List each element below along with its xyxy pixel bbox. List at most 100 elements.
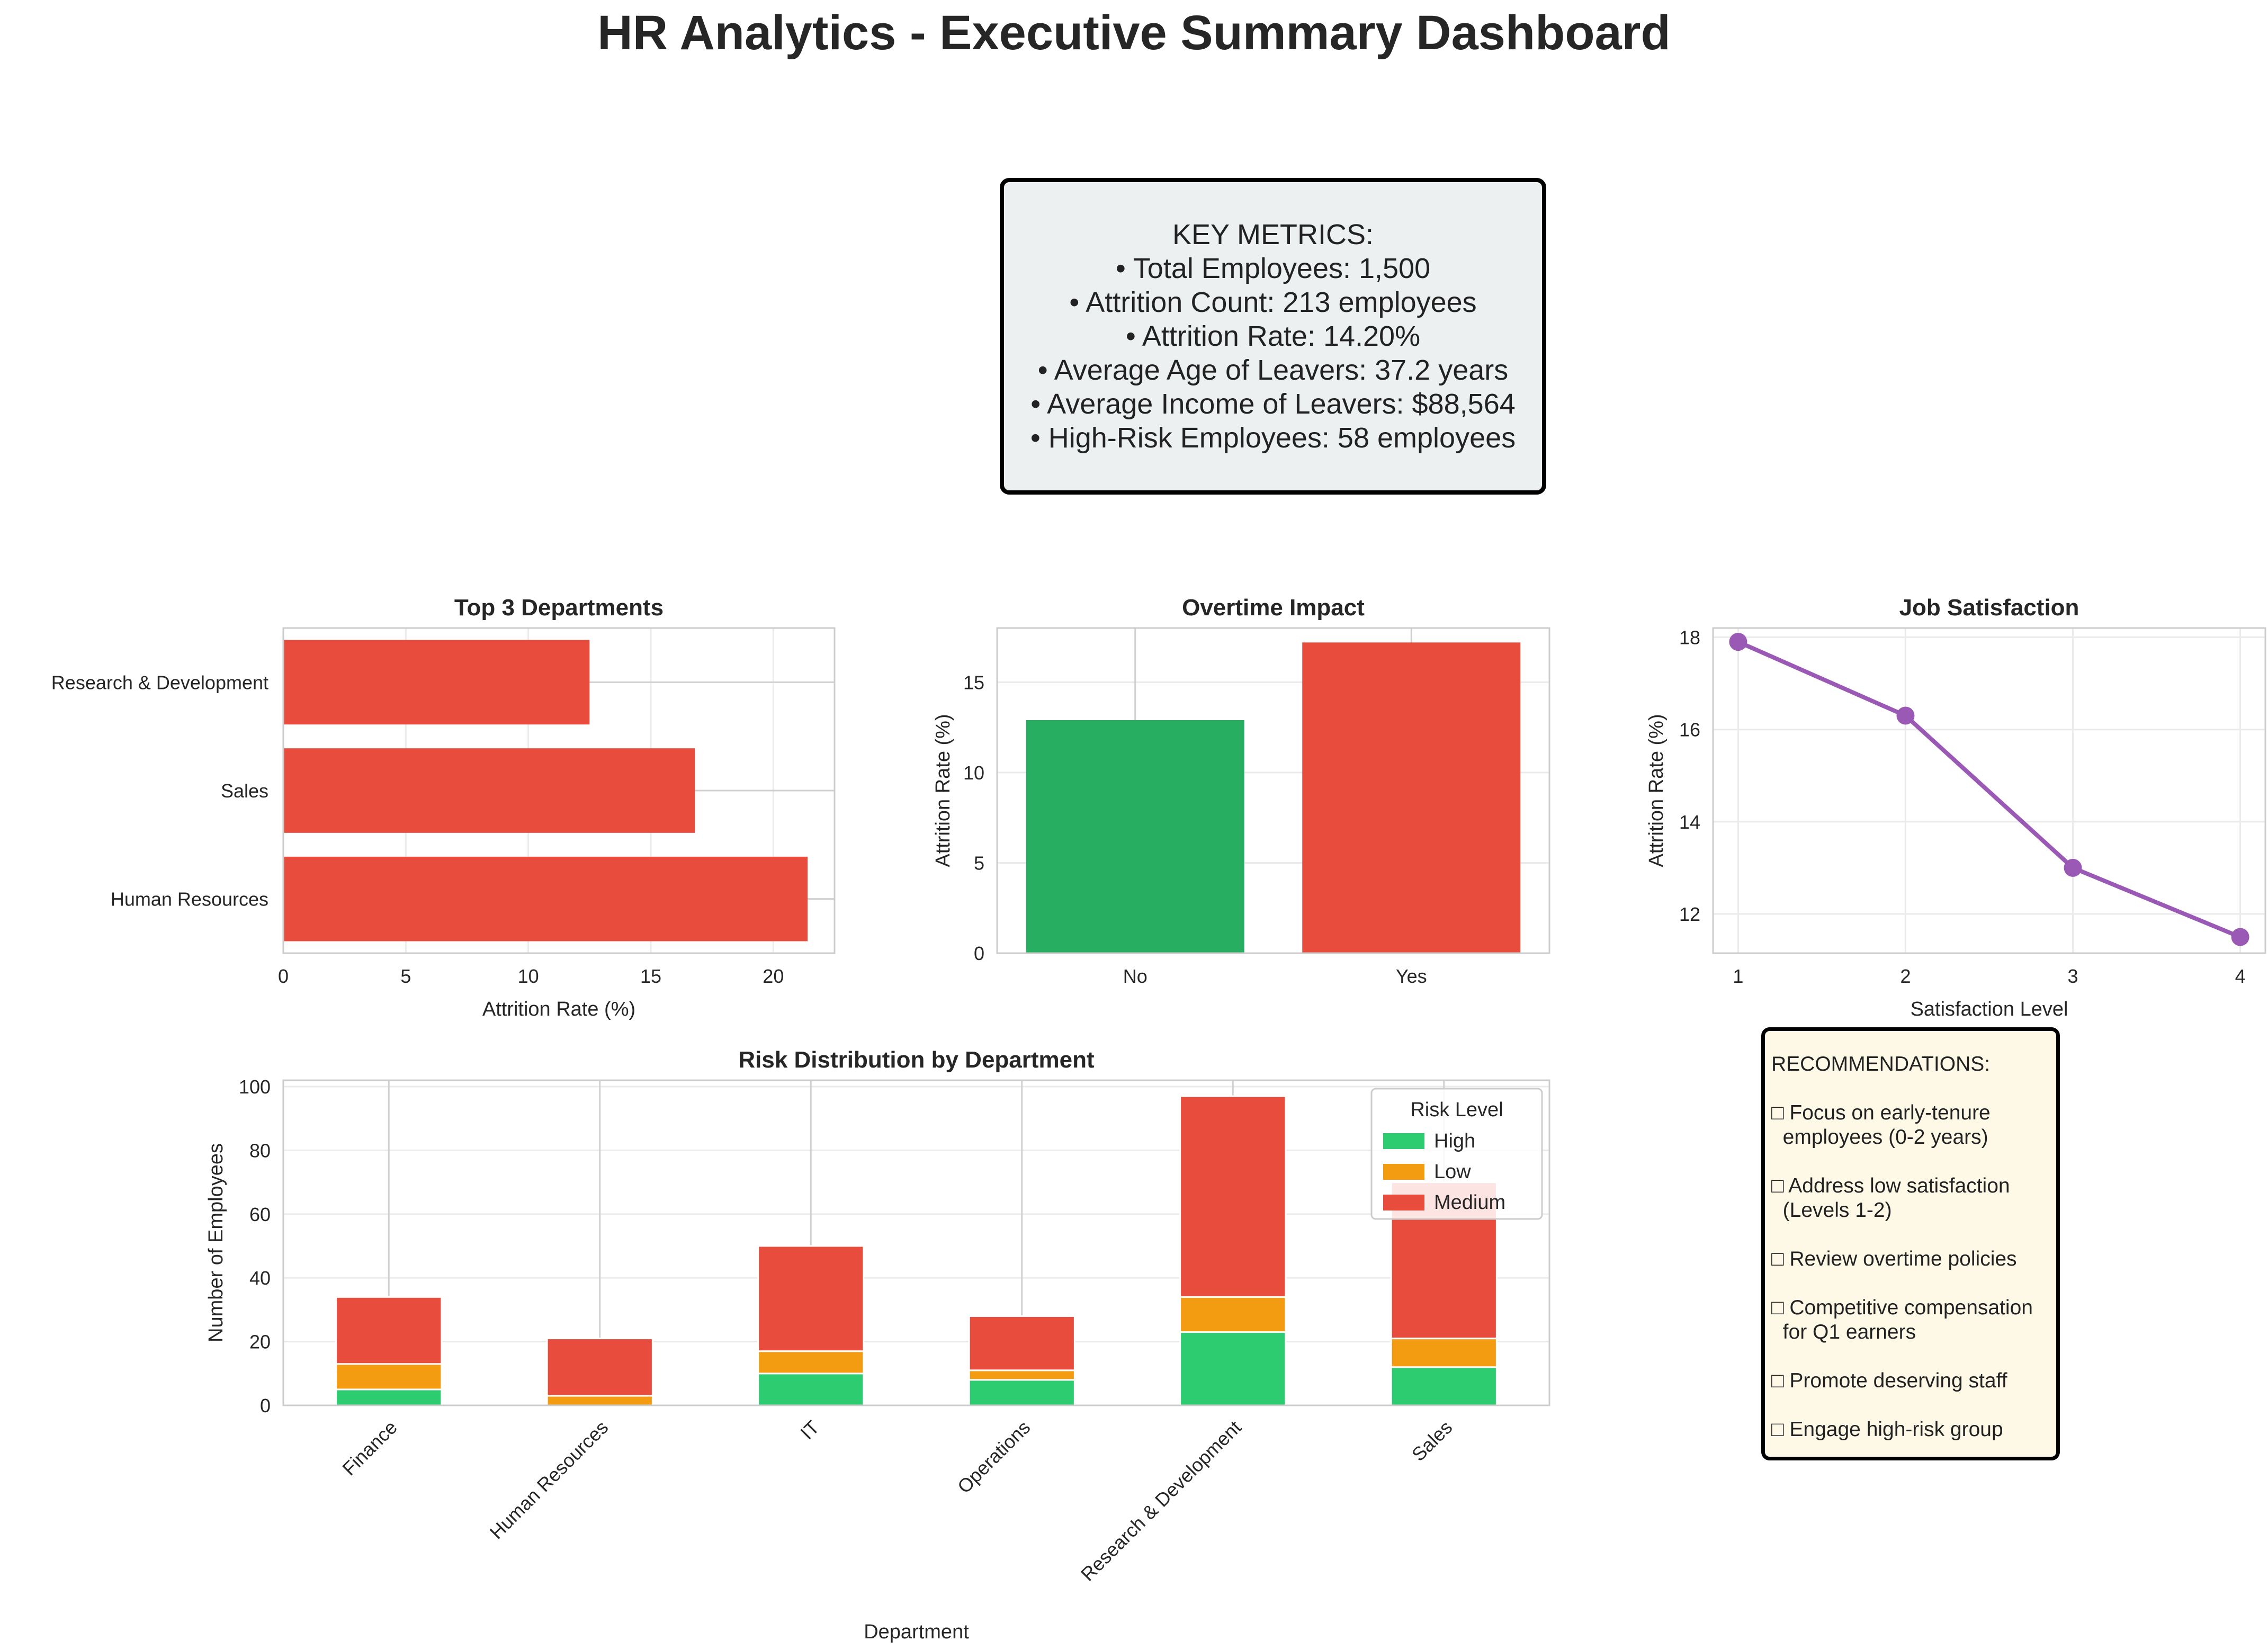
data-point [1729,633,1747,651]
metric-line: • Total Employees: 1,500 [1115,253,1431,284]
x-tick-label: Research & Development [1077,1416,1245,1585]
y-tick-label: 40 [249,1267,271,1289]
legend: Risk Level High Low Medium [1370,1088,1543,1220]
legend-swatch [1383,1164,1424,1180]
recommendations-heading: RECOMMENDATIONS: [1771,1053,1991,1075]
y-tick-label: 5 [974,852,984,874]
x-tick-label: Finance [338,1416,401,1480]
y-tick-label: 100 [239,1076,271,1098]
bar-segment [1390,1366,1498,1406]
x-tick-label: 5 [400,965,411,987]
bar-segment [968,1315,1075,1371]
legend-label: Low [1434,1161,1471,1183]
x-tick-label: 15 [640,965,661,987]
bar-segment [757,1373,865,1406]
bar-segment [335,1296,443,1365]
x-tick-label: Yes [1396,965,1427,987]
y-axis-label: Number of Employees [205,1143,227,1342]
x-tick-label: Sales [1408,1416,1457,1466]
y-tick-label: 14 [1679,811,1700,833]
recommendation-item: □ Focus on early-tenure employees (0-2 y… [1771,1101,1991,1149]
y-tick-label: 16 [1679,719,1700,741]
bar-segment [1179,1296,1287,1333]
y-tick-label: 15 [963,671,984,693]
legend-swatch [1383,1133,1424,1149]
legend-box [1370,1088,1543,1220]
bar-segment [546,1338,653,1397]
x-tick-label: 4 [2235,965,2246,987]
bar [283,748,695,833]
bar-segment [757,1245,865,1352]
metric-line: • Attrition Rate: 14.20% [1125,320,1421,352]
bar-segment [968,1369,1075,1381]
chart-title: Top 3 Departments [454,595,664,621]
y-tick-label: Human Resources [111,889,268,910]
x-tick-label: 0 [278,965,289,987]
bar-segment [546,1395,653,1406]
metric-line: • Average Age of Leavers: 37.2 years [1037,354,1509,386]
data-point [2231,928,2249,946]
series-line [1737,640,2242,939]
recommendation-item: □ Promote deserving staff [1771,1369,2007,1392]
recommendation-item: □ Competitive compensation for Q1 earner… [1771,1296,2033,1343]
chart-title: Job Satisfaction [1899,595,2079,621]
legend-title: Risk Level [1410,1099,1503,1121]
y-tick-label: 0 [260,1395,271,1416]
legend-label: High [1434,1130,1475,1152]
bar-segment [1179,1331,1287,1406]
metric-line: • Average Income of Leavers: $88,564 [1030,388,1516,420]
recommendation-item: □ Engage high-risk group [1771,1418,2003,1441]
x-tick-label: 3 [2068,965,2078,987]
y-axis-label: Attrition Rate (%) [932,714,954,867]
y-tick-label: 10 [963,762,984,784]
x-tick-label: No [1123,965,1148,987]
x-tick-label: IT [796,1416,823,1444]
recommendation-item: □ Address low satisfaction (Levels 1-2) [1771,1174,2010,1222]
y-tick-label: 18 [1679,626,1700,648]
chart-title: Overtime Impact [1182,595,1365,621]
metric-line: • High-Risk Employees: 58 employees [1030,422,1516,454]
page-title: HR Analytics - Executive Summary Dashboa… [597,6,1671,60]
x-axis-label: Department [864,1621,969,1643]
x-tick-label: 10 [518,965,539,987]
bar-segment [335,1363,443,1391]
metrics-heading: KEY METRICS: [1172,219,1374,250]
bar-segment [757,1350,865,1375]
data-point [1896,706,1915,725]
x-tick-label: Operations [953,1416,1035,1498]
x-tick-label: Human Resources [486,1416,613,1544]
recommendation-item: □ Review overtime policies [1771,1248,2017,1270]
y-tick-label: 80 [249,1140,271,1161]
y-tick-label: Sales [221,780,268,802]
risk-distribution-frame [282,1079,1550,1406]
recommendations-box: RECOMMENDATIONS: □ Focus on early-tenure… [1761,1027,2060,1460]
y-tick-label: Research & Development [51,671,268,693]
job-satisfaction-border [1712,627,2266,954]
data-point [2064,858,2082,877]
chart-title: Risk Distribution by Department [738,1047,1095,1073]
bar-segment [1179,1095,1287,1298]
bar [283,856,808,941]
bar [1026,720,1244,953]
y-tick-label: 0 [974,943,984,964]
x-tick-label: 2 [1900,965,1911,987]
overtime-impact-border [996,627,1550,954]
bar-segment [335,1388,443,1406]
legend-swatch [1383,1195,1424,1210]
bar [1302,642,1521,953]
recommendations-list: □ Focus on early-tenure employees (0-2 y… [1771,1101,2056,1442]
y-tick-label: 20 [249,1331,271,1353]
x-tick-label: 20 [763,965,784,987]
x-axis-label: Satisfaction Level [1911,998,2068,1020]
bar [283,640,590,725]
risk-distribution-border [282,1079,1550,1406]
x-axis-label: Attrition Rate (%) [482,998,635,1020]
bar-segment [968,1379,1075,1406]
legend-label: Medium [1434,1191,1505,1214]
bar-segment [1390,1338,1498,1368]
y-tick-label: 60 [249,1204,271,1225]
metric-line: • Attrition Count: 213 employees [1069,286,1477,318]
y-tick-label: 12 [1679,903,1700,925]
